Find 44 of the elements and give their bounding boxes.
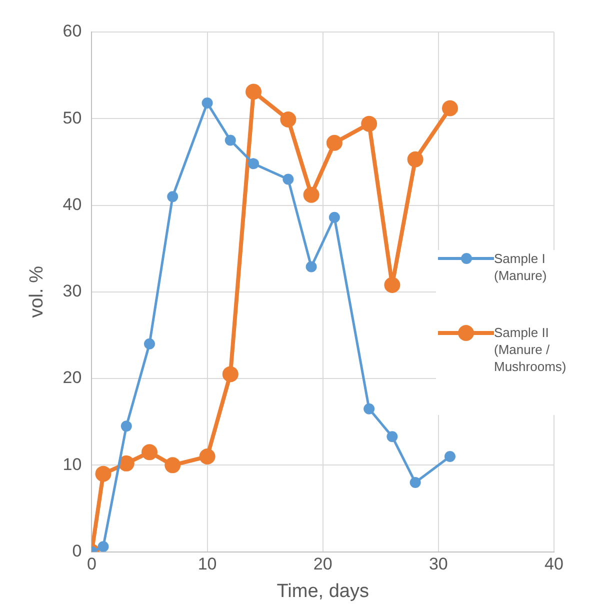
point [118, 455, 134, 472]
point [326, 134, 342, 151]
y-tick-label: 40 [62, 194, 82, 214]
point [164, 457, 181, 474]
y-tick-label: 0 [72, 541, 82, 560]
point [120, 420, 132, 432]
point [144, 338, 155, 350]
point [386, 431, 398, 442]
point [202, 98, 213, 109]
y-tick-label: 20 [62, 368, 82, 388]
point [306, 261, 317, 272]
x-axis-title: Time, days [276, 580, 369, 602]
point [141, 444, 158, 460]
y-tick-label: 50 [62, 108, 82, 128]
point [444, 451, 456, 462]
x-tick-label: 20 [313, 554, 332, 574]
x-tick-label: 0 [86, 554, 96, 574]
point [410, 476, 421, 488]
point [95, 466, 112, 482]
point [199, 448, 216, 465]
legend-label: Sample II (Manure / Mushrooms) [494, 324, 568, 375]
y-tick-label: 60 [62, 22, 82, 41]
legend-label: Sample I (Manure) [494, 250, 548, 284]
point [407, 151, 424, 168]
point [246, 84, 262, 100]
point [224, 134, 236, 146]
point [364, 403, 375, 414]
y-axis-title: vol. % [26, 266, 48, 318]
point [282, 174, 294, 185]
point [222, 366, 238, 382]
x-tick-label: 30 [428, 554, 448, 574]
point [442, 100, 458, 116]
point [384, 276, 400, 293]
point [280, 112, 296, 128]
point [328, 212, 340, 223]
point [248, 158, 260, 170]
point [98, 541, 109, 552]
x-tick-label: 10 [198, 554, 217, 574]
point [361, 116, 378, 132]
point [303, 186, 320, 203]
x-tick-label: 40 [544, 554, 564, 574]
y-tick-label: 30 [62, 282, 82, 301]
y-tick-label: 10 [62, 454, 82, 474]
point [167, 191, 178, 202]
